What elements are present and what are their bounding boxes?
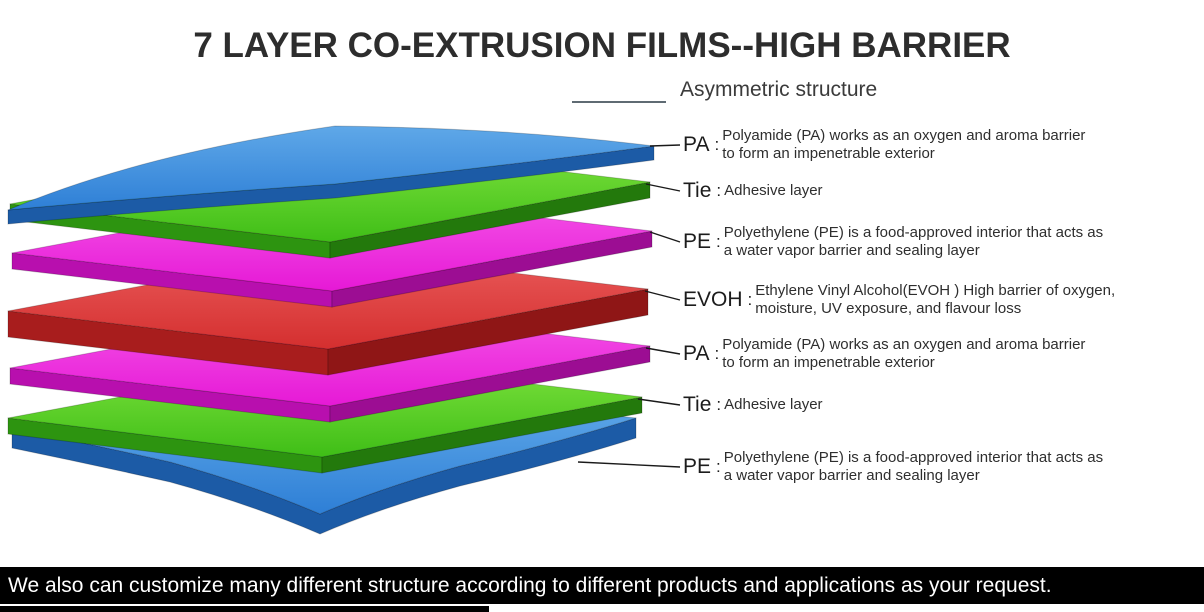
footer-text: We also can customize many different str… bbox=[8, 574, 1052, 597]
label-row-evoh: EVOH : Ethylene Vinyl Alcohol(EVOH ) Hig… bbox=[683, 282, 1115, 318]
layer-abbr: PA bbox=[683, 133, 710, 156]
layer-description: Polyamide (PA) works as an oxygen and ar… bbox=[722, 127, 1085, 163]
label-colon: : bbox=[747, 290, 753, 309]
subtitle: Asymmetric structure bbox=[680, 78, 878, 101]
description-line-1: Polyamide (PA) works as an oxygen and ar… bbox=[722, 127, 1086, 144]
label-row-tie-top: Tie : Adhesive layer bbox=[683, 179, 823, 203]
description-line-1: Adhesive layer bbox=[724, 182, 823, 199]
layer-abbr: Tie bbox=[683, 179, 712, 202]
description-line-2: a water vapor barrier and sealing layer bbox=[723, 467, 980, 484]
leader-line-pe-top bbox=[649, 231, 681, 243]
layer-description: Adhesive layer bbox=[724, 396, 822, 414]
layer-abbr: PA bbox=[683, 342, 710, 365]
description-line-2: a water vapor barrier and sealing layer bbox=[723, 242, 980, 259]
label-colon: : bbox=[714, 344, 720, 363]
layer-description: Polyethylene (PE) is a food-approved int… bbox=[724, 224, 1103, 260]
subtitle-underline bbox=[572, 101, 666, 103]
label-row-pe-bottom: PE : Polyethylene (PE) is a food-approve… bbox=[683, 449, 1103, 485]
leader-line-pe-bottom bbox=[577, 461, 681, 468]
leader-line-tie-bottom bbox=[637, 398, 681, 406]
layer-abbr: PE bbox=[683, 455, 712, 478]
layer-description: Ethylene Vinyl Alcohol(EVOH ) High barri… bbox=[755, 282, 1115, 318]
leader-lines bbox=[577, 144, 681, 468]
description-line-2: to form an impenetrable exterior bbox=[722, 145, 935, 162]
leader-line-pa-bottom bbox=[645, 347, 681, 355]
label-colon: : bbox=[716, 457, 721, 476]
leader-line-pa-top bbox=[649, 144, 681, 147]
page-title: 7 LAYER CO-EXTRUSION FILMS--HIGH BARRIER bbox=[193, 26, 1011, 65]
layer-abbr: PE bbox=[683, 230, 712, 253]
description-line-1: Adhesive layer bbox=[724, 396, 823, 413]
label-row-pe-top: PE : Polyethylene (PE) is a food-approve… bbox=[683, 224, 1103, 260]
layer-description: Adhesive layer bbox=[724, 182, 822, 200]
description-line-1: Polyethylene (PE) is a food-approved int… bbox=[723, 224, 1104, 241]
description-line-2: moisture, UV exposure, and flavour loss bbox=[755, 300, 1022, 317]
description-line-1: Polyamide (PA) works as an oxygen and ar… bbox=[722, 336, 1086, 353]
footer-bar: We also can customize many different str… bbox=[0, 567, 1204, 604]
leader-line-evoh bbox=[644, 290, 681, 301]
blue-bottom-front-face bbox=[11, 417, 637, 535]
label-colon: : bbox=[716, 395, 722, 414]
label-colon: : bbox=[716, 181, 722, 200]
description-line-1: Ethylene Vinyl Alcohol(EVOH ) High barri… bbox=[755, 282, 1116, 299]
footer-stub bbox=[0, 606, 489, 612]
label-colon: : bbox=[714, 135, 720, 154]
leader-line-tie-top bbox=[645, 183, 681, 192]
layer-stack-illustration bbox=[7, 125, 681, 535]
label-row-pa-top: PA : Polyamide (PA) works as an oxygen a… bbox=[683, 127, 1085, 163]
description-line-1: Polyethylene (PE) is a food-approved int… bbox=[723, 449, 1104, 466]
layer-description: Polyethylene (PE) is a food-approved int… bbox=[724, 449, 1103, 485]
description-line-2: to form an impenetrable exterior bbox=[722, 354, 935, 371]
layer-abbr: EVOH bbox=[683, 288, 743, 311]
label-row-tie-bottom: Tie : Adhesive layer bbox=[683, 393, 823, 417]
layer-abbr: Tie bbox=[683, 393, 712, 416]
label-colon: : bbox=[716, 232, 721, 251]
label-row-pa-bottom: PA : Polyamide (PA) works as an oxygen a… bbox=[683, 336, 1085, 372]
layer-description: Polyamide (PA) works as an oxygen and ar… bbox=[722, 336, 1085, 372]
